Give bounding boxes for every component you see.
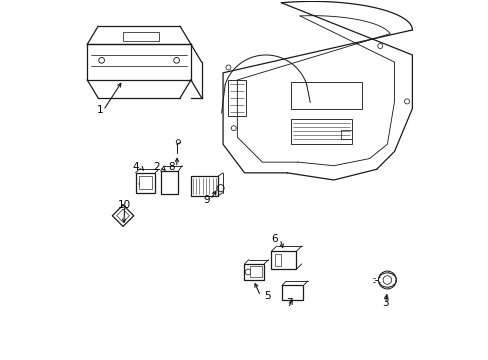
Bar — [135, 173, 155, 193]
Bar — [249, 266, 262, 277]
Text: 10: 10 — [118, 200, 131, 210]
Bar — [290, 82, 362, 109]
Text: 3: 3 — [382, 298, 388, 308]
Bar — [160, 171, 178, 194]
Text: 7: 7 — [285, 298, 292, 308]
Text: 8: 8 — [167, 162, 174, 172]
Bar — [274, 254, 281, 266]
Text: 9: 9 — [203, 195, 210, 204]
Text: 6: 6 — [271, 234, 278, 244]
Text: 5: 5 — [264, 291, 270, 301]
Bar — [340, 130, 351, 139]
Bar — [139, 176, 151, 189]
Bar — [290, 119, 351, 144]
Text: 4: 4 — [132, 162, 139, 172]
Bar — [282, 285, 303, 300]
Bar — [228, 80, 246, 116]
Bar — [123, 32, 159, 41]
Bar — [271, 251, 296, 269]
Ellipse shape — [378, 273, 395, 287]
Bar — [244, 264, 264, 280]
Text: 1: 1 — [96, 105, 103, 115]
Bar — [190, 176, 217, 196]
Text: 2: 2 — [153, 162, 160, 172]
